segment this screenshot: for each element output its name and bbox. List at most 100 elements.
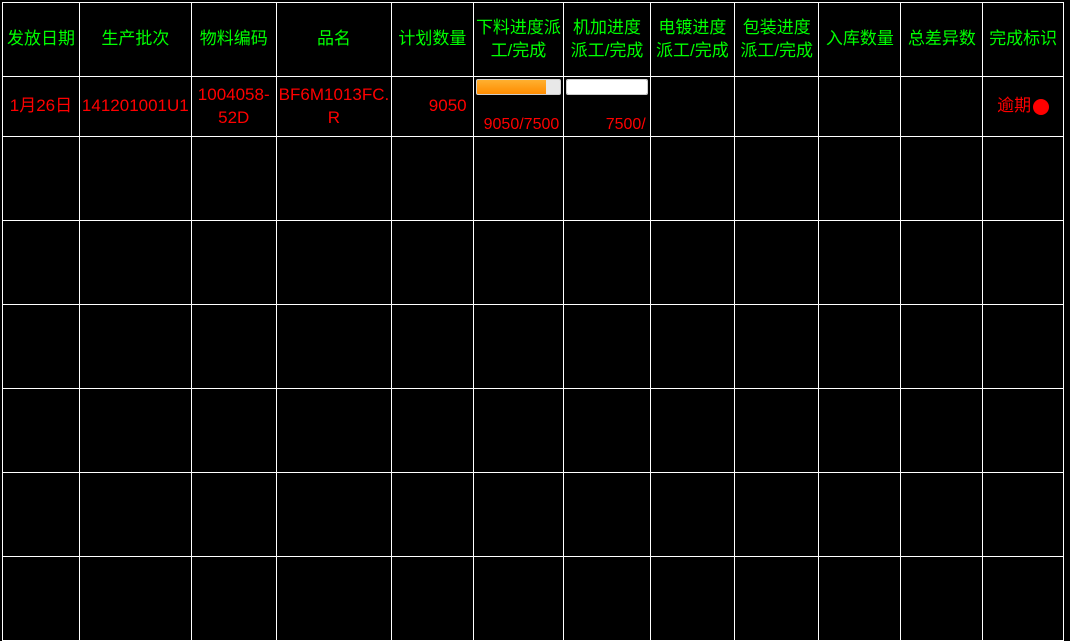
empty-cell (650, 137, 734, 221)
empty-cell (79, 221, 191, 305)
empty-cell (564, 557, 650, 641)
empty-cell (473, 557, 564, 641)
empty-cell (473, 137, 564, 221)
empty-cell (735, 389, 819, 473)
col-header-release-date: 发放日期 (3, 3, 80, 77)
empty-cell (901, 389, 983, 473)
empty-cell (650, 221, 734, 305)
empty-cell (276, 221, 392, 305)
machining-progress-fill (567, 80, 646, 94)
empty-cell (735, 557, 819, 641)
empty-cell (191, 221, 276, 305)
empty-cell (901, 305, 983, 389)
cell-product-name: BF6M1013FC. R (276, 77, 392, 137)
empty-cell (392, 137, 473, 221)
empty-cell (3, 389, 80, 473)
empty-cell (392, 221, 473, 305)
empty-cell (276, 137, 392, 221)
empty-cell (3, 305, 80, 389)
status-dot-icon (1033, 99, 1049, 115)
empty-cell (564, 389, 650, 473)
machining-progress-text: 7500/ (564, 95, 649, 136)
status-label: 逾期 (997, 95, 1031, 117)
empty-cell (191, 305, 276, 389)
empty-cell (735, 221, 819, 305)
cutting-progress-container: 9050/7500 (474, 77, 564, 136)
empty-cell (191, 137, 276, 221)
empty-cell (79, 137, 191, 221)
col-header-material-code: 物料编码 (191, 3, 276, 77)
empty-cell (3, 473, 80, 557)
empty-cell (983, 137, 1064, 221)
empty-cell (473, 473, 564, 557)
empty-row (3, 221, 1064, 305)
empty-row (3, 137, 1064, 221)
empty-row (3, 473, 1064, 557)
empty-cell (983, 473, 1064, 557)
empty-cell (191, 557, 276, 641)
empty-cell (819, 305, 901, 389)
empty-cell (983, 389, 1064, 473)
empty-cell (735, 305, 819, 389)
empty-cell (901, 557, 983, 641)
cell-plan-qty: 9050 (392, 77, 473, 137)
production-progress-table: 发放日期 生产批次 物料编码 品名 计划数量 下料进度派工/完成 机加进度派工/… (2, 2, 1064, 641)
empty-cell (392, 557, 473, 641)
empty-cell (819, 557, 901, 641)
col-header-plan-qty: 计划数量 (392, 3, 473, 77)
empty-cell (79, 473, 191, 557)
col-header-packing: 包装进度派工/完成 (735, 3, 819, 77)
empty-cell (473, 305, 564, 389)
empty-cell (473, 389, 564, 473)
cell-status: 逾期 (983, 77, 1064, 137)
empty-cell (901, 473, 983, 557)
empty-row (3, 389, 1064, 473)
cell-packing-progress (735, 77, 819, 137)
data-row: 1月26日 141201001U1 1004058-52D BF6M1013FC… (3, 77, 1064, 137)
cell-cutting-progress: 9050/7500 (473, 77, 564, 137)
empty-cell (3, 557, 80, 641)
empty-row (3, 305, 1064, 389)
col-header-warehouse: 入库数量 (819, 3, 901, 77)
empty-row (3, 557, 1064, 641)
empty-cell (191, 389, 276, 473)
cutting-progress-fill (477, 80, 546, 94)
empty-cell (392, 473, 473, 557)
col-header-status: 完成标识 (983, 3, 1064, 77)
empty-cell (650, 305, 734, 389)
machining-progress-bar (566, 79, 647, 95)
empty-cell (901, 137, 983, 221)
empty-cell (983, 305, 1064, 389)
cutting-progress-text: 9050/7500 (474, 95, 564, 136)
empty-cell (3, 221, 80, 305)
cell-batch: 141201001U1 (79, 77, 191, 137)
empty-cell (392, 389, 473, 473)
empty-cell (735, 137, 819, 221)
empty-cell (79, 305, 191, 389)
col-header-plating: 电镀进度派工/完成 (650, 3, 734, 77)
cutting-progress-bar (476, 79, 562, 95)
col-header-product-name: 品名 (276, 3, 392, 77)
empty-cell (564, 305, 650, 389)
empty-cell (276, 473, 392, 557)
empty-cell (650, 473, 734, 557)
empty-cell (276, 305, 392, 389)
empty-cell (650, 389, 734, 473)
empty-cell (819, 137, 901, 221)
empty-cell (79, 389, 191, 473)
cell-material-code: 1004058-52D (191, 77, 276, 137)
cell-machining-progress: 7500/ (564, 77, 650, 137)
col-header-machining: 机加进度派工/完成 (564, 3, 650, 77)
plan-qty-value: 9050 (429, 96, 467, 115)
empty-cell (473, 221, 564, 305)
machining-progress-container: 7500/ (564, 77, 649, 136)
empty-cell (650, 557, 734, 641)
cell-warehouse-qty (819, 77, 901, 137)
empty-cell (392, 305, 473, 389)
empty-cell (564, 473, 650, 557)
empty-cell (983, 221, 1064, 305)
col-header-diff: 总差异数 (901, 3, 983, 77)
empty-cell (983, 557, 1064, 641)
empty-cell (276, 389, 392, 473)
empty-cell (735, 473, 819, 557)
